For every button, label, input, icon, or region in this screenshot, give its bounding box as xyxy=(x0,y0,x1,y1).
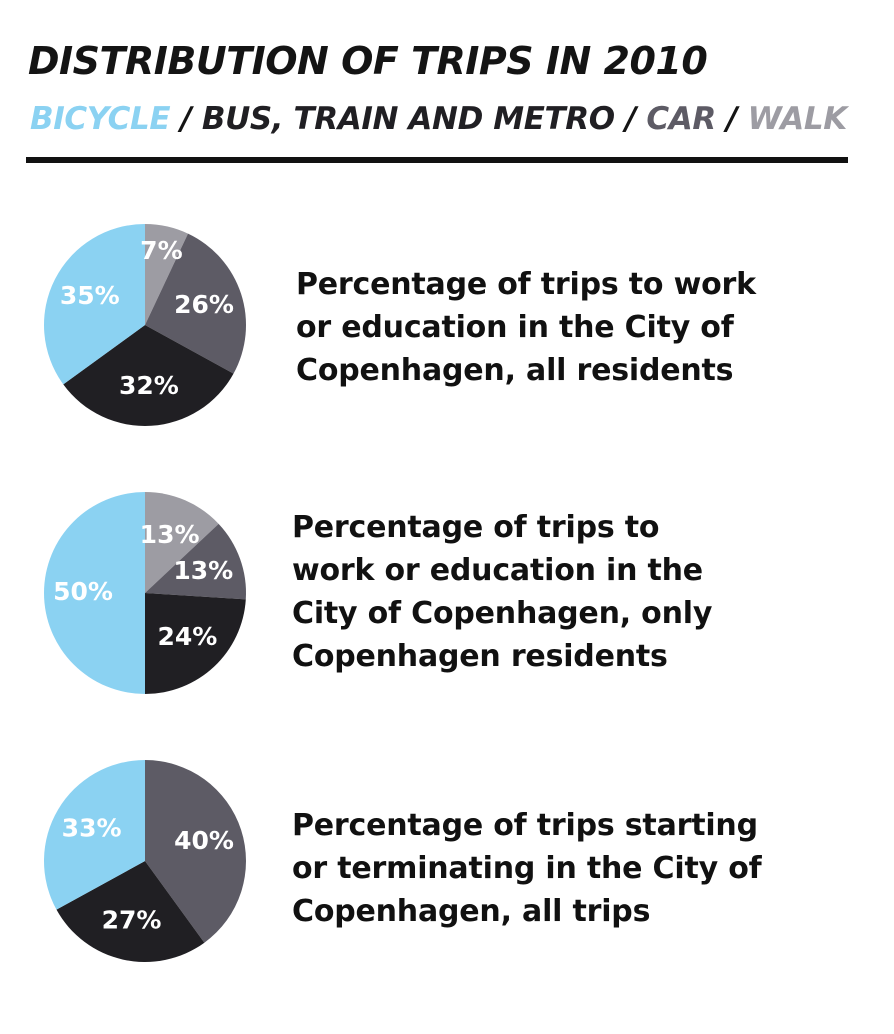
legend-separator: / xyxy=(614,101,647,137)
pie-slice-car xyxy=(145,593,246,694)
slice-label-bus-train-and-metro: 40% xyxy=(174,826,234,855)
description-line: Percentage of trips to xyxy=(292,510,660,545)
description-line: or terminating in the City of xyxy=(292,851,762,886)
pie-slice-bicycle xyxy=(43,224,145,385)
description-line: Copenhagen residents xyxy=(292,639,668,674)
legend-bus-train-metro: BUS, TRAIN AND METRO xyxy=(201,101,615,137)
description-line: work or education in the xyxy=(292,553,703,588)
slice-label-car: 27% xyxy=(102,906,162,935)
pie-chart-2: 13% 13% 24% 50% xyxy=(44,492,246,694)
pie-3-description: Percentage of trips starting or terminat… xyxy=(292,804,762,933)
slice-label-bicycle: 35% xyxy=(60,281,120,310)
legend: BICYCLE / BUS, TRAIN AND METRO / CAR / W… xyxy=(30,104,847,135)
slice-label-car: 32% xyxy=(119,371,179,400)
description-line: Copenhagen, all residents xyxy=(296,353,734,388)
slice-label-bicycle: 50% xyxy=(53,577,113,606)
description-line: City of Copenhagen, only xyxy=(292,596,713,631)
legend-car: CAR xyxy=(646,101,716,137)
legend-separator: / xyxy=(170,101,202,137)
legend-walk: WALK xyxy=(747,101,848,137)
slice-label-walk: 13% xyxy=(140,520,200,549)
description-line: or education in the City of xyxy=(296,310,734,345)
slice-label-car: 24% xyxy=(157,622,217,651)
description-line: Percentage of trips starting xyxy=(292,808,758,843)
description-line: Percentage of trips to work xyxy=(296,267,756,302)
pie-2-description: Percentage of trips to work or education… xyxy=(292,506,712,678)
header-divider xyxy=(26,157,848,163)
pie-slice-bus-train-and-metro xyxy=(145,233,247,374)
pie-1-description: Percentage of trips to work or education… xyxy=(296,263,756,392)
pie-chart-3: 40% 27% 33% xyxy=(43,760,247,963)
pie-slice-bicycle xyxy=(44,492,145,694)
pie-slice-car xyxy=(56,861,205,963)
pie-slice-bicycle xyxy=(43,760,146,910)
slice-label-walk: 7% xyxy=(140,236,182,265)
pie-chart-1: 7% 26% 32% 35% xyxy=(43,224,247,427)
slice-label-bus-train-and-metro: 26% xyxy=(174,290,234,319)
pie-slice-bus-train-and-metro xyxy=(145,760,247,943)
pie-slice-walk xyxy=(145,224,188,325)
slice-label-bicycle: 33% xyxy=(62,813,122,842)
legend-bicycle: BICYCLE xyxy=(30,101,171,137)
legend-separator: / xyxy=(715,101,748,137)
pie-slice-bus-train-and-metro xyxy=(145,523,246,600)
slice-label-bus-train-and-metro: 13% xyxy=(173,556,233,585)
description-line: Copenhagen, all trips xyxy=(292,894,651,929)
pie-slice-car xyxy=(63,325,234,427)
pie-slice-walk xyxy=(145,492,219,593)
chart-title: DISTRIBUTION OF TRIPS IN 2010 xyxy=(28,39,708,83)
